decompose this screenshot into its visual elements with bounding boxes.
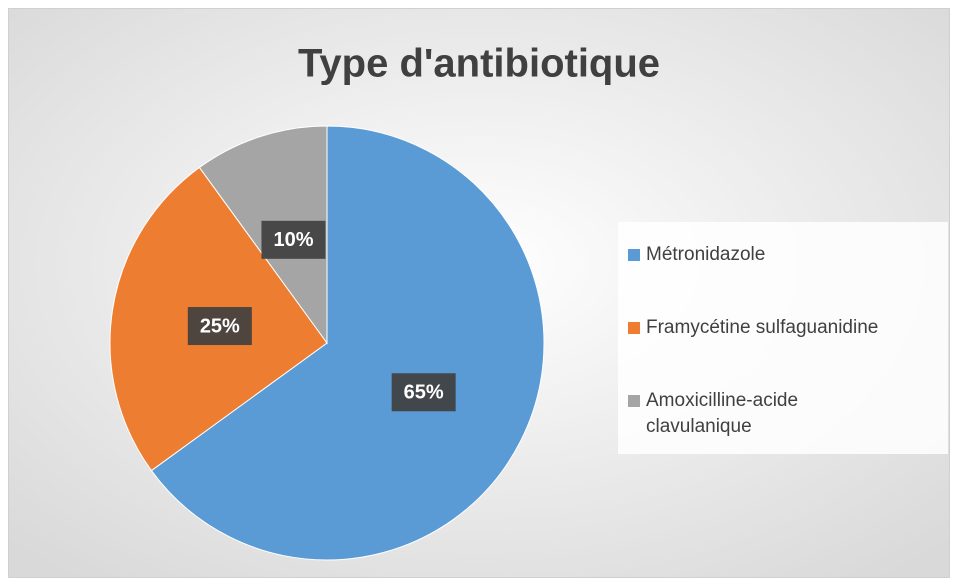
legend-label: Métronidazole: [646, 244, 766, 265]
legend-label: Amoxicilline-acide clavulanique: [646, 390, 799, 437]
legend-swatch: [628, 322, 640, 334]
chart-title: Type d'antibiotique: [298, 42, 660, 86]
data-label: 25%: [200, 315, 240, 337]
pie: 65% 25% 10%: [109, 125, 545, 561]
legend-label: Framycétine sulfaguanidine: [646, 317, 879, 338]
data-label: 10%: [273, 229, 313, 251]
data-label-box: [187, 307, 252, 346]
data-label-box: [261, 220, 326, 259]
data-label: 65%: [404, 382, 444, 404]
legend-entry: Métronidazole: [628, 242, 940, 268]
legend: Métronidazole Framycétine sulfaguanidine A…: [618, 222, 948, 454]
legend-entry: Framycétine sulfaguanidine: [628, 315, 940, 341]
data-label-box: [391, 373, 456, 412]
legend-swatch: [628, 249, 640, 261]
legend-swatch: [628, 395, 640, 407]
legend-entry: Amoxicilline-acide clavulanique: [628, 388, 940, 440]
pie-slice: [150, 125, 545, 561]
